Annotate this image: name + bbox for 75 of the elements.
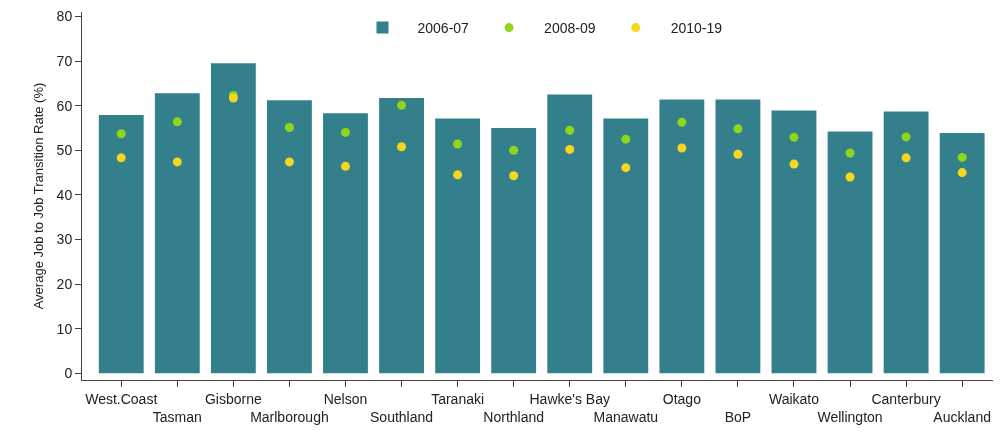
legend-label: 2008-09 — [544, 20, 596, 37]
x-tick-label: Manawatu — [593, 409, 659, 425]
bar — [435, 118, 481, 374]
point — [677, 143, 687, 153]
x-tick-label: Auckland — [933, 409, 991, 425]
point — [397, 100, 407, 110]
point — [789, 159, 799, 169]
point — [845, 172, 855, 182]
y-tick-label: 10 — [56, 320, 73, 337]
y-tick-label: 40 — [56, 186, 73, 203]
bar — [883, 111, 929, 374]
point — [677, 117, 687, 127]
x-tick-label: West.Coast — [85, 390, 158, 407]
bar — [771, 110, 817, 374]
point — [284, 123, 294, 133]
x-tick-label: BoP — [724, 409, 752, 425]
point — [901, 153, 911, 163]
point — [116, 153, 126, 163]
x-tick-label: Wellington — [817, 409, 883, 425]
x-tick-label: Otago — [662, 390, 702, 407]
y-tick-label: 20 — [56, 276, 73, 292]
y-tick-label: 60 — [56, 97, 73, 114]
y-tick-label: 50 — [56, 142, 73, 159]
bar — [323, 113, 368, 374]
y-axis-title: Average Job to Job Transition Rate (%) — [30, 82, 46, 310]
point — [957, 152, 967, 162]
bar — [659, 99, 705, 374]
x-tick-label: Gisborne — [204, 390, 262, 407]
point — [845, 148, 855, 158]
x-tick-label: Canterbury — [871, 390, 941, 407]
bar — [210, 63, 256, 374]
bar — [547, 94, 593, 374]
bar — [603, 118, 649, 374]
point — [957, 168, 967, 178]
bar — [379, 98, 424, 374]
legend-label: 2006-07 — [417, 20, 470, 37]
point — [453, 139, 463, 149]
point — [397, 142, 407, 152]
y-tick-label: 30 — [56, 231, 73, 248]
legend-label: 2010-19 — [670, 20, 723, 37]
point — [509, 171, 519, 181]
y-tick-label: 0 — [64, 365, 73, 382]
point — [733, 124, 743, 134]
x-tick-label: Nelson — [323, 390, 368, 407]
x-tick-label: Southland — [370, 409, 434, 425]
point — [172, 117, 182, 127]
point — [453, 170, 463, 180]
bar — [827, 131, 873, 374]
point — [621, 134, 631, 144]
point — [340, 127, 350, 137]
x-tick-label: Waikato — [768, 390, 820, 407]
point — [284, 157, 294, 167]
point — [509, 145, 519, 155]
point — [621, 163, 631, 173]
x-tick-label: Marlborough — [250, 409, 329, 425]
x-tick-label: Tasman — [152, 409, 202, 425]
point — [172, 157, 182, 167]
point — [789, 132, 799, 142]
point — [901, 132, 911, 142]
bar — [939, 132, 985, 374]
bar — [267, 100, 312, 374]
bar — [491, 127, 537, 374]
x-tick-label: Taranaki — [431, 390, 485, 407]
bar — [715, 99, 761, 374]
point — [733, 149, 743, 159]
point — [565, 125, 575, 135]
x-tick-label: Northland — [483, 409, 545, 425]
point — [116, 129, 126, 139]
x-tick-label: Hawke's Bay — [529, 390, 610, 407]
y-tick-label: 80 — [56, 8, 73, 25]
bar — [98, 115, 144, 374]
y-tick-label: 70 — [56, 52, 73, 69]
point — [340, 161, 350, 171]
bar — [154, 93, 200, 374]
point — [565, 144, 575, 154]
